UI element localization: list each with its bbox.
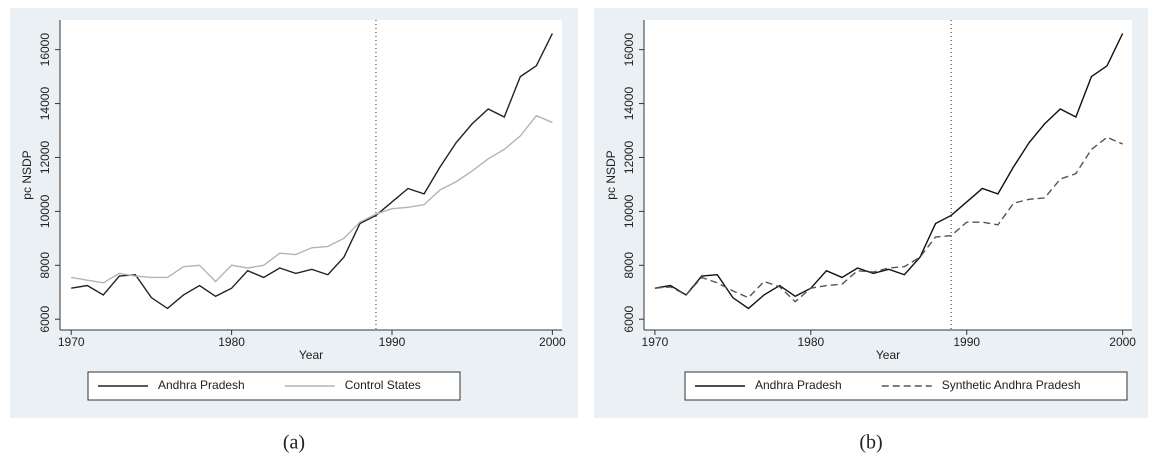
x-tick-label: 2000 — [1109, 335, 1136, 349]
series-line — [654, 136, 1123, 303]
y-tick-label: 6000 — [622, 306, 636, 333]
y-tick-label: 14000 — [622, 87, 636, 121]
plot-area — [60, 20, 562, 330]
series-line — [71, 33, 554, 310]
x-tick-label: 1970 — [642, 335, 669, 349]
x-tick-label: 1990 — [953, 335, 980, 349]
caption: (b) — [859, 432, 882, 454]
chart-panel: 6000 8000 10000 12000 14000 16000 1970 1980 1990… — [10, 8, 578, 454]
y-tick-label: 16000 — [38, 33, 52, 67]
plot-area — [644, 20, 1132, 330]
legend-label: Control States — [345, 378, 421, 392]
y-axis-label: pc NSDP — [604, 150, 618, 199]
x-axis-label: Year — [299, 348, 323, 362]
legend-label: Synthetic Andhra Pradesh — [942, 378, 1081, 392]
y-axis-label: pc NSDP — [20, 150, 34, 199]
legend-label: Andhra Pradesh — [158, 378, 245, 392]
legend-label: Andhra Pradesh — [755, 378, 842, 392]
y-tick-label: 8000 — [622, 252, 636, 279]
x-axis-label: Year — [876, 348, 900, 362]
y-tick-label: 12000 — [38, 140, 52, 174]
y-tick-label: 14000 — [38, 87, 52, 121]
x-tick-label: 1990 — [379, 335, 406, 349]
x-tick-label: 2000 — [539, 335, 566, 349]
y-tick-label: 12000 — [622, 140, 636, 174]
caption: (a) — [283, 432, 305, 454]
series-line — [71, 114, 553, 284]
y-tick-label: 10000 — [38, 194, 52, 228]
series-line — [654, 33, 1124, 310]
y-tick-label: 10000 — [622, 194, 636, 228]
x-tick-label: 1980 — [218, 335, 245, 349]
y-tick-label: 8000 — [38, 252, 52, 279]
y-tick-label: 16000 — [622, 33, 636, 67]
x-tick-label: 1980 — [797, 335, 824, 349]
x-tick-label: 1970 — [58, 335, 85, 349]
y-tick-label: 6000 — [38, 306, 52, 333]
chart-panel: 6000 8000 10000 12000 14000 16000 1970 1980 1990… — [594, 8, 1148, 454]
legend-box — [87, 371, 461, 401]
